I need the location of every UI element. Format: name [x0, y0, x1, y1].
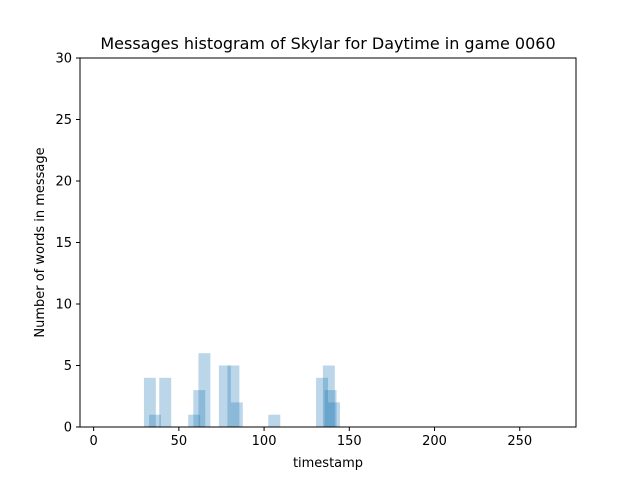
y-tick-label-0: 0 — [64, 421, 72, 436]
bars-group — [143, 353, 340, 427]
y-tick-label-5: 5 — [64, 359, 72, 374]
y-tick-label-15: 15 — [55, 236, 72, 251]
bar-9 — [268, 414, 281, 427]
bar-13 — [328, 402, 340, 427]
bar-2 — [159, 377, 172, 427]
y-tick-label-30: 30 — [55, 52, 72, 67]
y-axis-label: Number of words in message — [33, 147, 48, 337]
bar-11 — [322, 365, 335, 427]
bar-5 — [198, 353, 211, 427]
x-tick-label-0: 0 — [89, 434, 97, 449]
x-axis: 0 50 100 150 200 250 — [89, 427, 532, 449]
bar-12 — [324, 390, 337, 427]
x-tick-label-50: 50 — [171, 434, 188, 449]
y-axis: 0 5 10 15 20 25 30 — [55, 52, 80, 436]
bar-10 — [316, 377, 328, 427]
bar-0 — [143, 377, 156, 427]
bar-8 — [230, 402, 243, 427]
x-tick-label-100: 100 — [252, 434, 277, 449]
y-tick-label-10: 10 — [55, 298, 72, 313]
bar-6 — [218, 365, 231, 427]
bar-7 — [227, 365, 240, 427]
y-tick-label-25: 25 — [55, 113, 72, 128]
chart-title: Messages histogram of Skylar for Daytime… — [100, 34, 555, 53]
x-tick-label-250: 250 — [507, 434, 532, 449]
x-tick-label-150: 150 — [337, 434, 362, 449]
x-tick-label-200: 200 — [422, 434, 447, 449]
bar-4 — [193, 390, 206, 427]
bar-1 — [149, 414, 161, 427]
x-axis-label: timestamp — [293, 456, 363, 471]
bar-3 — [188, 414, 201, 427]
y-tick-label-20: 20 — [55, 175, 72, 190]
